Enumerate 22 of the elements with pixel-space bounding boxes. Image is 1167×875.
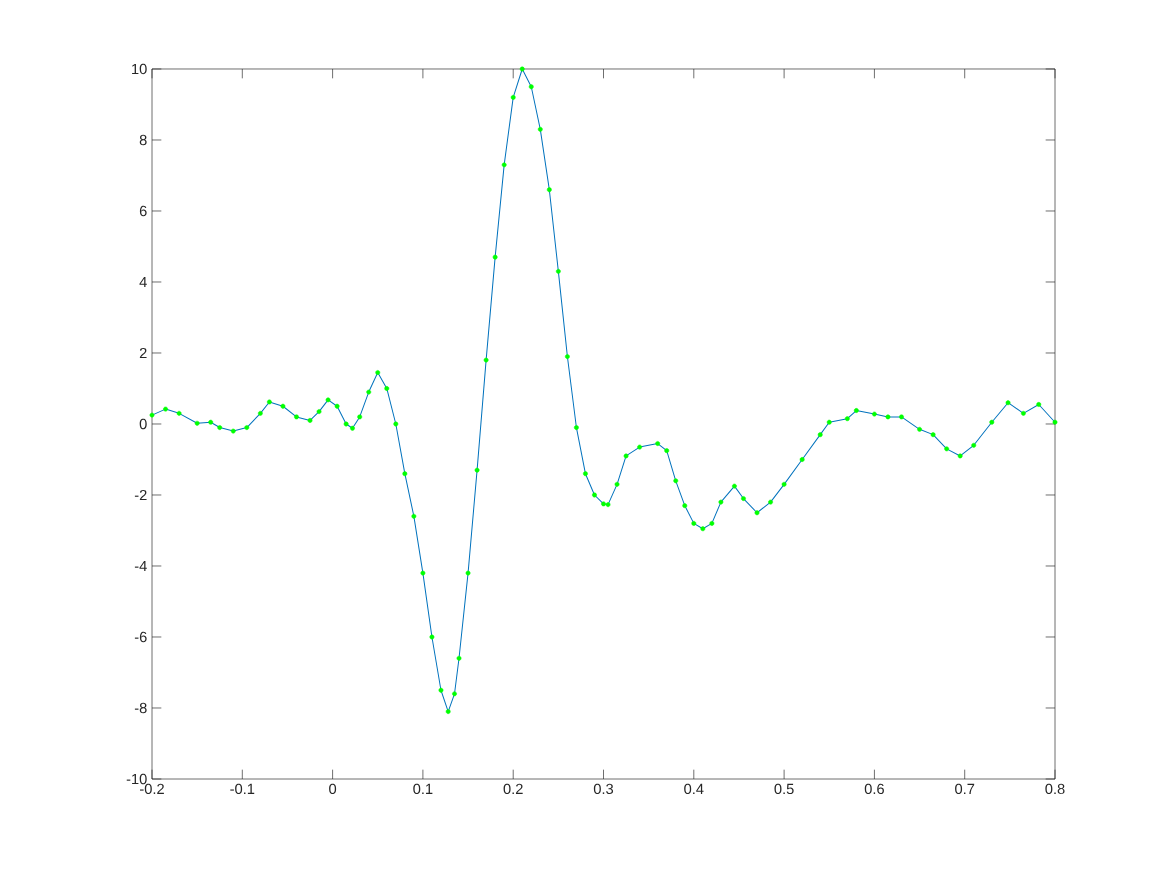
x-tick-label: 0.1 (413, 783, 433, 795)
x-tick-label: 0.6 (864, 783, 884, 795)
y-tick-label: 10 (132, 63, 147, 75)
y-tick-label: -4 (134, 560, 147, 572)
y-tick-label: 0 (139, 418, 147, 430)
x-tick-label: -0.2 (140, 783, 164, 795)
x-tick-label: 0.7 (955, 783, 975, 795)
y-tick-label: 4 (139, 276, 147, 288)
x-tick-label: 0.3 (593, 783, 614, 795)
x-tick-label: 0 (329, 783, 337, 795)
y-tick-label: -2 (134, 489, 147, 501)
x-tick-label: 0.5 (774, 783, 794, 795)
y-tick-label: -8 (134, 702, 147, 714)
y-tick-label: 8 (139, 134, 147, 146)
x-tick-label: 0.8 (1045, 783, 1065, 795)
x-tick-label: 0.4 (684, 783, 704, 795)
x-tick-label: -0.1 (230, 783, 255, 795)
y-tick-label: -6 (134, 631, 147, 643)
y-tick-label: 2 (139, 347, 147, 359)
y-tick-label: 6 (139, 205, 147, 217)
x-tick-label: 0.2 (503, 783, 523, 795)
y-tick-label: -10 (126, 773, 147, 785)
